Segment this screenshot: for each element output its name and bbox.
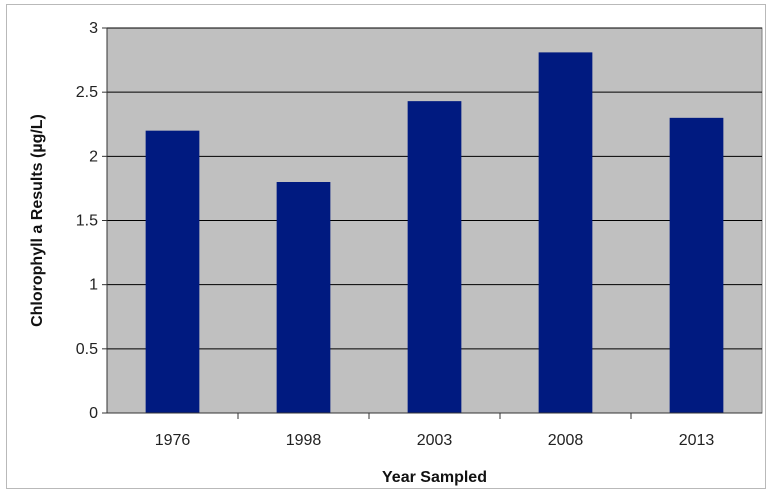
x-tick-label: 2008 — [548, 432, 584, 449]
x-tick-label: 1976 — [155, 432, 191, 449]
bar-2008 — [538, 52, 593, 414]
y-axis-title: Chlorophyll a Results (µg/L) — [29, 114, 46, 327]
x-axis-title: Year Sampled — [382, 469, 487, 486]
y-tick-label: 1.5 — [76, 213, 98, 230]
x-axis-ticks: 1976 1998 2003 2008 2013 — [155, 413, 715, 449]
y-tick-label: 2.5 — [76, 84, 98, 101]
bar-2003 — [407, 101, 462, 414]
x-tick-label: 1998 — [286, 432, 322, 449]
y-tick-label: 2 — [89, 148, 98, 165]
bar-2013 — [669, 117, 724, 413]
y-tick-label: 0.5 — [76, 341, 98, 358]
y-tick-label: 0 — [89, 405, 98, 422]
y-axis-ticks: 0 0.5 1 1.5 2 2.5 3 — [76, 20, 107, 422]
x-tick-label: 2013 — [679, 432, 715, 449]
y-tick-label: 3 — [89, 20, 98, 37]
y-tick-label: 1 — [89, 277, 98, 294]
x-tick-label: 2003 — [417, 432, 453, 449]
bars — [145, 52, 724, 414]
bar-1976 — [145, 130, 200, 413]
bar-1998 — [276, 182, 331, 413]
